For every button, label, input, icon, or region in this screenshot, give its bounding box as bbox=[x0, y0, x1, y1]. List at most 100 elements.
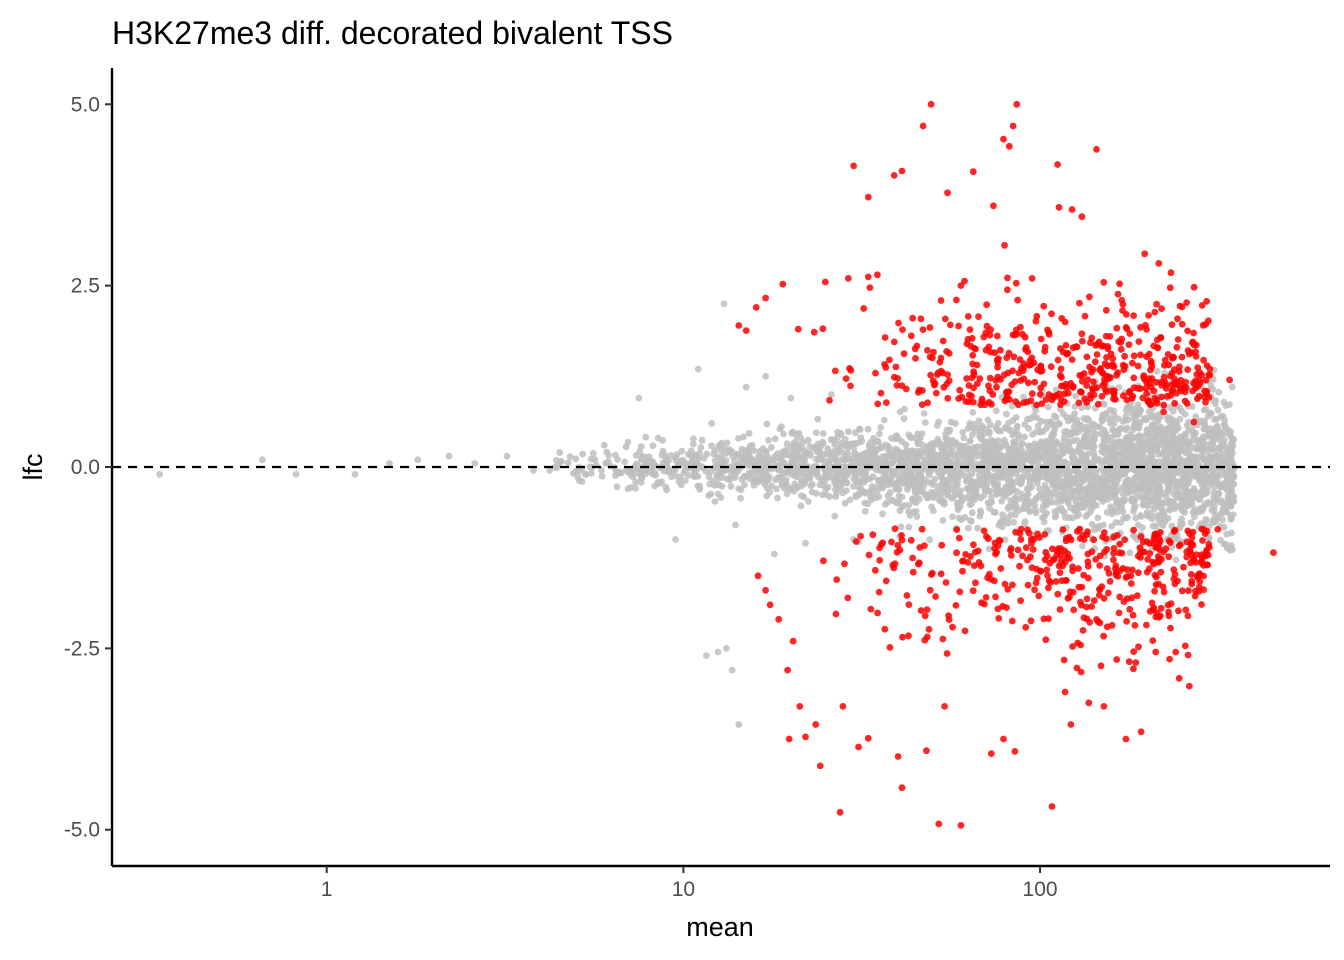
data-point-not-significant bbox=[931, 493, 939, 501]
data-point-significant bbox=[1010, 353, 1018, 361]
data-point-not-significant bbox=[1214, 432, 1221, 440]
data-point-not-significant bbox=[667, 452, 675, 459]
data-point-not-significant bbox=[960, 454, 968, 461]
data-point-not-significant bbox=[714, 648, 722, 656]
data-point-significant bbox=[1119, 307, 1126, 314]
data-point-significant bbox=[1164, 351, 1172, 358]
data-point-significant bbox=[937, 297, 945, 304]
data-point-not-significant bbox=[802, 539, 809, 547]
data-point-significant bbox=[1165, 553, 1173, 561]
data-point-not-significant bbox=[1042, 447, 1050, 454]
data-point-significant bbox=[1192, 587, 1199, 595]
data-point-significant bbox=[985, 382, 992, 390]
data-point-significant bbox=[949, 623, 956, 631]
data-point-not-significant bbox=[921, 419, 929, 426]
data-point-not-significant bbox=[1028, 483, 1035, 491]
data-point-not-significant bbox=[874, 458, 882, 465]
data-point-not-significant bbox=[1160, 515, 1168, 523]
data-point-not-significant bbox=[1085, 417, 1093, 424]
data-point-not-significant bbox=[1012, 414, 1020, 421]
data-point-significant bbox=[1116, 540, 1124, 548]
data-point-not-significant bbox=[827, 436, 835, 444]
data-point-significant bbox=[1123, 396, 1131, 404]
data-point-significant bbox=[1104, 589, 1112, 597]
data-point-not-significant bbox=[941, 440, 949, 448]
data-point-not-significant bbox=[1015, 495, 1022, 503]
data-point-significant bbox=[890, 172, 898, 179]
data-point-not-significant bbox=[906, 476, 914, 483]
data-point-significant bbox=[1103, 623, 1111, 631]
data-point-not-significant bbox=[471, 460, 479, 467]
data-point-not-significant bbox=[1033, 495, 1040, 503]
data-point-significant bbox=[875, 588, 883, 596]
data-point-not-significant bbox=[1184, 502, 1192, 509]
data-point-not-significant bbox=[1185, 427, 1192, 434]
data-point-significant bbox=[987, 348, 994, 356]
data-point-not-significant bbox=[1138, 433, 1145, 441]
data-point-not-significant bbox=[1162, 493, 1170, 500]
data-point-not-significant bbox=[1219, 500, 1227, 507]
data-point-not-significant bbox=[796, 458, 804, 466]
data-point-significant bbox=[1024, 581, 1032, 589]
data-point-significant bbox=[1083, 603, 1090, 611]
data-point-significant bbox=[907, 536, 915, 544]
data-point-not-significant bbox=[896, 448, 903, 456]
data-point-significant bbox=[1017, 597, 1024, 605]
data-point-not-significant bbox=[351, 470, 359, 478]
data-point-significant bbox=[821, 278, 829, 286]
data-point-not-significant bbox=[694, 482, 702, 490]
data-point-significant bbox=[1137, 728, 1145, 736]
data-point-not-significant bbox=[887, 467, 894, 475]
data-point-not-significant bbox=[1021, 504, 1028, 512]
data-point-significant bbox=[963, 375, 971, 382]
data-point-not-significant bbox=[1159, 499, 1167, 506]
data-point-not-significant bbox=[694, 365, 702, 373]
data-point-not-significant bbox=[897, 523, 905, 531]
data-point-significant bbox=[966, 326, 974, 333]
data-point-significant bbox=[1045, 330, 1053, 338]
data-point-not-significant bbox=[1052, 512, 1060, 519]
data-point-not-significant bbox=[929, 507, 937, 515]
data-point-significant bbox=[1189, 528, 1197, 536]
data-point-significant bbox=[1128, 395, 1136, 402]
data-point-not-significant bbox=[1134, 401, 1142, 409]
data-point-not-significant bbox=[925, 454, 933, 462]
data-point-not-significant bbox=[1001, 436, 1008, 444]
data-point-significant bbox=[898, 167, 906, 175]
data-point-significant bbox=[1086, 293, 1093, 301]
data-point-not-significant bbox=[1117, 519, 1125, 526]
data-point-not-significant bbox=[914, 439, 922, 447]
data-point-not-significant bbox=[685, 471, 692, 479]
data-point-not-significant bbox=[1158, 450, 1166, 458]
data-point-significant bbox=[1077, 668, 1085, 676]
data-point-not-significant bbox=[990, 508, 998, 516]
data-point-not-significant bbox=[1039, 496, 1047, 503]
data-point-significant bbox=[1064, 389, 1072, 397]
data-point-significant bbox=[871, 566, 879, 574]
data-point-significant bbox=[1153, 336, 1161, 344]
data-point-significant bbox=[993, 383, 1000, 391]
data-point-not-significant bbox=[772, 476, 780, 484]
data-point-significant bbox=[1090, 536, 1098, 544]
data-point-significant bbox=[899, 633, 906, 641]
data-point-significant bbox=[1112, 571, 1120, 579]
data-point-not-significant bbox=[880, 477, 888, 484]
data-point-not-significant bbox=[745, 430, 753, 437]
data-point-significant bbox=[816, 762, 824, 770]
data-point-significant bbox=[1087, 391, 1094, 399]
data-point-not-significant bbox=[801, 480, 808, 487]
data-point-significant bbox=[1122, 735, 1130, 743]
data-point-not-significant bbox=[1049, 489, 1057, 497]
data-point-significant bbox=[1062, 577, 1070, 584]
data-point-significant bbox=[846, 365, 853, 372]
data-point-not-significant bbox=[958, 516, 965, 524]
data-point-significant bbox=[969, 351, 977, 359]
data-point-not-significant bbox=[856, 490, 863, 498]
data-point-significant bbox=[1192, 353, 1200, 360]
data-point-not-significant bbox=[952, 490, 959, 498]
data-point-significant bbox=[1146, 401, 1154, 409]
data-point-significant bbox=[752, 304, 760, 311]
data-point-significant bbox=[931, 380, 939, 387]
data-point-significant bbox=[1069, 643, 1076, 650]
data-point-not-significant bbox=[966, 420, 974, 427]
